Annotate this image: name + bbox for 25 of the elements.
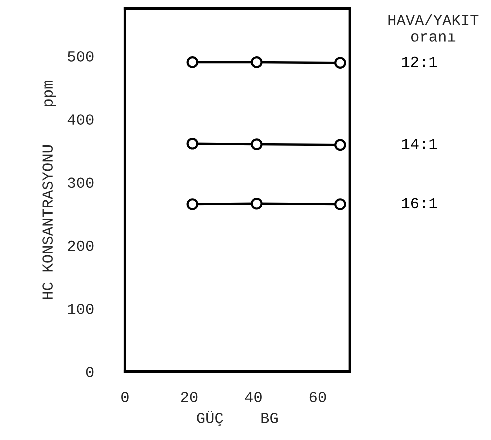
point xyxy=(251,138,263,150)
legend-title: HAVA/YAKIT oranı xyxy=(388,14,479,42)
y-tick-label: 200 xyxy=(68,240,94,252)
point xyxy=(334,57,346,69)
point xyxy=(334,139,346,152)
y-tick-label: 100 xyxy=(68,304,94,314)
x-axis-title: GÜÇ BG xyxy=(197,411,278,426)
text: 12:1 xyxy=(402,56,438,68)
point xyxy=(186,198,199,210)
text: 14:1 xyxy=(402,139,438,150)
text: 16:1 xyxy=(402,198,438,209)
point xyxy=(251,198,263,210)
point xyxy=(334,198,346,210)
x-tick-label: 0 xyxy=(122,392,129,402)
y-tick-label: 0 xyxy=(86,367,94,378)
y-tick-label: 300 xyxy=(68,178,94,188)
point xyxy=(251,56,263,68)
y-tick-label: 500 xyxy=(68,51,94,62)
x-tick-label: 20 xyxy=(181,392,198,402)
x-tick-label: 40 xyxy=(245,392,262,402)
y-axis-title: HC KONSANTRASYONU ppm xyxy=(42,81,56,300)
point xyxy=(186,56,199,68)
x-tick-label: 60 xyxy=(310,392,326,402)
point xyxy=(186,138,199,150)
y-tick-label: 400 xyxy=(68,114,94,125)
